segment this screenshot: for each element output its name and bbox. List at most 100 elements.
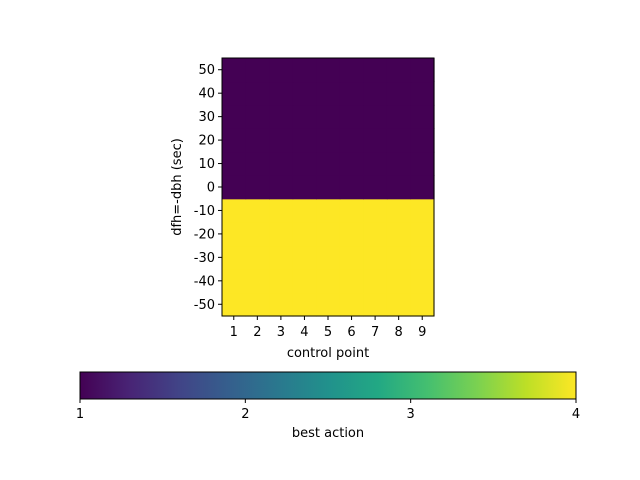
heatmap-cell xyxy=(269,81,294,106)
heatmap-cell xyxy=(316,175,341,200)
x-tick-label: 7 xyxy=(371,325,379,340)
x-tick-label: 3 xyxy=(277,325,285,340)
heatmap-cell xyxy=(339,81,364,106)
heatmap-cell xyxy=(339,175,364,200)
heatmap-cell xyxy=(292,198,317,223)
heatmap-cell xyxy=(292,81,317,106)
heatmap-cell xyxy=(363,58,388,83)
heatmap-cell xyxy=(269,104,294,129)
heatmap-cell xyxy=(269,128,294,153)
y-tick-label: 30 xyxy=(198,110,215,125)
y-tick-label: 20 xyxy=(198,134,215,149)
heatmap-cell xyxy=(245,128,270,153)
heatmap-cell xyxy=(386,245,412,270)
heatmap-cells xyxy=(222,58,435,317)
heatmap-cell xyxy=(339,222,364,247)
heatmap-cell xyxy=(269,175,294,200)
heatmap-cell xyxy=(269,269,294,294)
colorbar-axis: 1 2 3 4 xyxy=(76,399,580,422)
heatmap-cell xyxy=(410,58,435,83)
heatmap-cell xyxy=(363,104,388,129)
heatmap-cell xyxy=(316,58,341,83)
y-tick-label: -20 xyxy=(194,227,215,242)
heatmap-cell xyxy=(269,198,294,223)
heatmap-cell xyxy=(410,292,435,317)
heatmap-cell xyxy=(292,269,317,294)
heatmap-cell xyxy=(316,269,341,294)
heatmap-cell xyxy=(316,81,341,106)
y-tick-label: -30 xyxy=(194,251,215,266)
heatmap-cell xyxy=(363,245,388,270)
heatmap-cell xyxy=(339,128,364,153)
heatmap-cell xyxy=(316,104,341,129)
heatmap-cell xyxy=(410,269,435,294)
colorbar-tick-label: 1 xyxy=(76,407,84,422)
heatmap-cell xyxy=(222,128,247,153)
heatmap-cell xyxy=(222,58,247,83)
heatmap-cell xyxy=(245,222,270,247)
heatmap-cell xyxy=(316,222,341,247)
heatmap-cell xyxy=(363,269,388,294)
x-tick-label: 2 xyxy=(253,325,261,340)
heatmap-cell xyxy=(245,198,270,223)
heatmap-cell xyxy=(316,128,341,153)
heatmap-cell xyxy=(269,58,294,83)
heatmap-cell xyxy=(292,128,317,153)
x-tick-label: 6 xyxy=(347,325,355,340)
colorbar-tick-label: 4 xyxy=(572,407,580,422)
heatmap-cell xyxy=(245,245,270,270)
heatmap-cell xyxy=(339,58,364,83)
heatmap-cell xyxy=(292,104,317,129)
heatmap-cell xyxy=(410,198,435,223)
heatmap-cell xyxy=(316,245,341,270)
heatmap-cell xyxy=(410,151,435,176)
heatmap-cell xyxy=(316,198,341,223)
heatmap-cell xyxy=(339,292,364,317)
heatmap-cell xyxy=(292,175,317,200)
heatmap-cell xyxy=(222,245,247,270)
heatmap-cell xyxy=(292,292,317,317)
heatmap-cell xyxy=(292,58,317,83)
heatmap-cell xyxy=(410,245,435,270)
x-tick-label: 4 xyxy=(300,325,308,340)
x-tick-label: 8 xyxy=(395,325,403,340)
heatmap-cell xyxy=(386,269,412,294)
heatmap-cell xyxy=(292,222,317,247)
heatmap-cell xyxy=(363,198,388,223)
heatmap-cell xyxy=(245,175,270,200)
x-tick-label: 9 xyxy=(418,325,426,340)
heatmap-cell xyxy=(410,222,435,247)
heatmap-cell xyxy=(363,175,388,200)
heatmap-cell xyxy=(222,269,247,294)
heatmap-cell xyxy=(245,58,270,83)
colorbar-label: best action xyxy=(292,426,364,441)
heatmap-cell xyxy=(386,128,412,153)
y-tick-label: -10 xyxy=(194,204,215,219)
heatmap-cell xyxy=(316,292,341,317)
heatmap-cell xyxy=(339,269,364,294)
y-tick-label: 40 xyxy=(198,87,215,102)
heatmap-cell xyxy=(269,292,294,317)
heatmap-cell xyxy=(222,81,247,106)
y-tick-label: -40 xyxy=(194,274,215,289)
x-tick-label: 1 xyxy=(230,325,238,340)
heatmap-cell xyxy=(245,269,270,294)
heatmap-cell xyxy=(292,245,317,270)
heatmap-cell xyxy=(410,81,435,106)
heatmap-cell xyxy=(339,151,364,176)
heatmap-cell xyxy=(339,104,364,129)
heatmap-cell xyxy=(222,151,247,176)
heatmap-cell xyxy=(386,175,412,200)
heatmap-cell xyxy=(363,222,388,247)
heatmap-cell xyxy=(363,81,388,106)
x-axis-label: control point xyxy=(287,346,369,361)
y-tick-label: 50 xyxy=(198,63,215,78)
heatmap-cell xyxy=(363,151,388,176)
heatmap-cell xyxy=(222,222,247,247)
heatmap-cell xyxy=(269,245,294,270)
y-axis: -50 -40 -30 -20 -10 0 10 20 30 40 50 xyxy=(194,63,222,313)
heatmap-cell xyxy=(386,292,412,317)
y-tick-label: -50 xyxy=(194,298,215,313)
